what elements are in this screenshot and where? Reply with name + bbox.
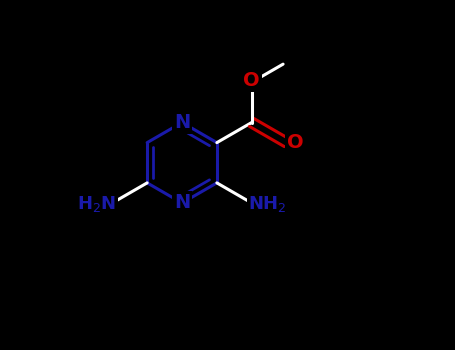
Text: N: N xyxy=(174,194,190,212)
Text: NH$_2$: NH$_2$ xyxy=(248,194,287,214)
Text: H$_2$N: H$_2$N xyxy=(77,194,116,214)
Text: O: O xyxy=(287,133,303,152)
Text: O: O xyxy=(243,71,260,90)
Text: N: N xyxy=(174,113,190,132)
